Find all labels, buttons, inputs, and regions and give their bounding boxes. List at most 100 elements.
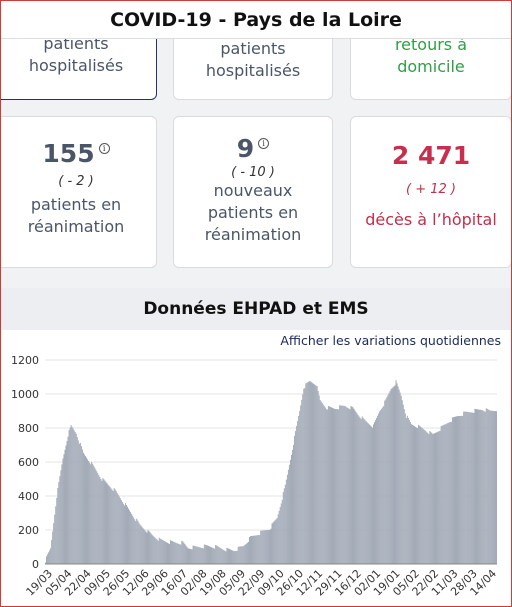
y-tick-label: 200 [18,524,39,537]
bar [404,413,406,564]
bar [161,539,163,564]
bar [488,410,490,564]
bar [333,408,335,564]
bar [366,422,368,564]
bar [156,539,158,564]
bar [341,405,343,564]
bar [470,412,472,564]
bar [334,408,336,564]
bar [265,530,267,564]
bar [224,550,226,564]
bar [244,544,246,564]
bar [295,430,297,564]
page-title: COVID-19 - Pays de la Loire [110,8,402,31]
bar [383,406,385,564]
bar [144,530,146,564]
bar [143,529,145,564]
bar [50,548,52,564]
bar [202,548,204,564]
bar [391,388,393,564]
bar [461,415,463,564]
bar [392,387,394,564]
bar [264,530,266,564]
bar [47,554,49,564]
bar [379,411,381,564]
bar [251,536,253,564]
bar [315,385,317,564]
bar [223,550,225,564]
bar [338,409,340,564]
card-reanimation[interactable]: 155 i ( - 2 ) patients en réanimation [1,116,157,268]
bar [252,535,254,564]
bar [180,544,182,564]
bar [459,415,461,564]
bar [451,417,453,564]
bar [186,546,188,564]
bar [106,483,108,564]
bar [196,546,198,564]
bar [160,539,162,564]
bar [85,457,88,564]
bar [80,446,82,564]
bar [82,452,84,564]
bar [229,549,231,564]
bar [226,547,228,564]
bar [318,395,320,564]
bar [54,514,56,564]
bar [454,416,457,564]
bar [115,491,117,564]
bar [154,537,156,564]
bar [279,507,281,564]
bar [413,426,416,564]
info-icon[interactable]: i [258,138,270,149]
bar [466,411,468,564]
card-delta: ( + 12 ) [406,182,456,197]
chart-panel: Afficher les variations quotidiennes 0 20… [1,330,511,606]
bar [57,487,59,564]
bar [210,546,212,564]
section-header: Données EHPAD et EMS [1,288,511,330]
bar [389,391,391,564]
bar [53,523,55,564]
bar [424,430,426,564]
card-deces[interactable]: 2 471 ( + 12 ) décès à l’hôpital [350,116,511,268]
bar [464,411,466,564]
bar [249,536,252,564]
bar [472,412,474,564]
bar [58,482,60,564]
bar [418,424,420,564]
bar [408,420,410,564]
bar [232,550,234,564]
bar [412,425,414,564]
daily-variations-link[interactable]: Afficher les variations quotidiennes [280,333,501,348]
bar [307,382,309,564]
info-icon[interactable]: i [98,143,110,154]
bar [375,420,377,564]
bar [407,418,409,564]
bar [112,490,114,564]
bar [463,411,465,564]
bar [172,541,174,564]
bar [432,434,434,564]
bar [300,405,302,564]
bar [187,548,189,564]
bar [325,409,327,564]
bar [415,426,417,564]
bar [286,474,288,564]
bar [99,477,101,564]
bar [480,409,482,564]
bar [446,423,448,564]
bar [486,408,488,564]
bar [478,409,480,564]
bar [396,383,398,564]
bar [78,443,80,564]
bar [448,422,450,564]
bar [479,409,481,564]
bar [147,529,149,564]
bar [211,547,213,564]
bar [254,535,256,564]
bar [312,383,314,564]
bar [152,535,154,564]
bar [376,417,378,564]
